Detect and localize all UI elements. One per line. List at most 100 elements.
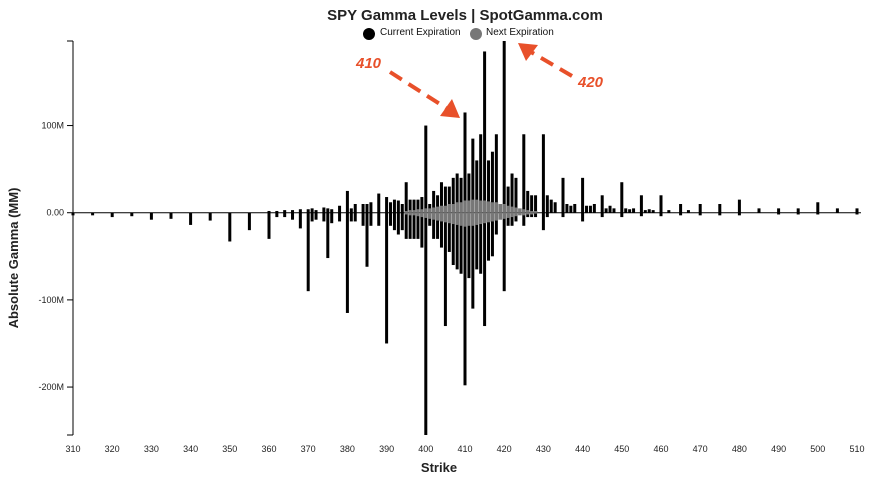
bar-negative xyxy=(443,212,448,223)
annotation-410-arrow xyxy=(388,70,448,110)
bar-positive xyxy=(455,202,459,213)
bar-positive xyxy=(534,195,538,213)
bar-positive xyxy=(628,209,632,213)
bar-positive xyxy=(467,200,471,213)
bar-positive xyxy=(435,206,440,213)
bar-negative xyxy=(506,212,510,218)
bar-positive xyxy=(377,193,381,213)
bar-positive xyxy=(455,173,459,213)
bar-negative xyxy=(455,212,459,270)
bar-positive xyxy=(816,202,820,213)
bar-negative xyxy=(490,212,494,257)
bar-positive xyxy=(314,210,318,213)
bar-negative xyxy=(267,212,271,239)
bar-positive xyxy=(389,202,393,213)
bar-positive xyxy=(345,190,349,213)
bar-negative xyxy=(796,212,800,215)
bar-positive xyxy=(471,199,475,213)
bar-negative xyxy=(447,212,452,224)
bar-positive xyxy=(408,199,412,213)
bar-positive xyxy=(639,195,643,213)
bar-negative xyxy=(91,212,95,216)
bar-positive xyxy=(592,204,596,213)
bar-positive xyxy=(647,209,651,213)
bar-positive xyxy=(396,200,400,213)
bar-negative xyxy=(463,212,467,227)
bar-positive xyxy=(651,210,655,213)
bar-positive xyxy=(420,209,424,213)
bar-positive xyxy=(545,195,549,213)
bar-positive xyxy=(494,202,499,213)
bar-negative xyxy=(283,212,287,218)
bar-positive xyxy=(404,182,408,213)
bar-positive xyxy=(667,210,671,213)
bar-positive xyxy=(400,204,404,213)
bar-negative xyxy=(659,212,663,217)
bar-positive xyxy=(463,112,467,213)
bar-positive xyxy=(498,204,503,213)
bar-negative xyxy=(436,212,440,239)
bar-negative xyxy=(389,212,393,226)
bar-negative xyxy=(435,212,440,221)
bar-negative xyxy=(326,212,330,259)
bar-positive xyxy=(698,204,702,213)
bar-negative xyxy=(110,212,114,218)
bar-negative xyxy=(439,212,443,248)
bar-negative xyxy=(298,212,302,229)
bar-positive xyxy=(459,177,463,213)
legend-label-current: Current Expiration xyxy=(380,27,461,38)
bar-negative xyxy=(514,212,518,217)
chart-title: SPY Gamma Levels | SpotGamma.com xyxy=(327,7,603,24)
bar-positive xyxy=(443,186,447,213)
x-tick-label: 320 xyxy=(105,444,120,454)
bar-negative xyxy=(459,212,463,274)
bar-positive xyxy=(408,210,412,213)
annotation-410: 410 xyxy=(355,55,460,118)
bar-positive xyxy=(451,177,455,213)
x-tick-label: 410 xyxy=(457,444,472,454)
bar-positive xyxy=(467,173,471,213)
bar-positive xyxy=(349,208,353,213)
bar-positive xyxy=(502,204,506,213)
bar-positive xyxy=(428,204,432,213)
bar-positive xyxy=(510,173,514,213)
legend-swatch-current xyxy=(363,28,375,40)
bar-positive xyxy=(686,210,690,213)
bar-negative xyxy=(679,212,683,216)
bar-negative xyxy=(353,212,357,222)
bar-positive xyxy=(490,151,494,213)
bar-positive xyxy=(624,208,628,213)
bar-negative xyxy=(467,212,471,226)
bar-positive xyxy=(679,204,683,213)
annotation-420-label: 420 xyxy=(577,74,604,91)
x-tick-label: 330 xyxy=(144,444,159,454)
bar-negative xyxy=(498,212,503,220)
x-tick-label: 380 xyxy=(340,444,355,454)
bar-positive xyxy=(310,208,314,213)
bar-negative xyxy=(338,212,342,222)
bar-positive xyxy=(482,200,487,213)
annotation-420: 420 xyxy=(518,43,604,91)
bar-negative xyxy=(412,212,416,216)
bar-positive xyxy=(424,125,428,213)
bar-negative xyxy=(777,212,781,215)
bar-positive xyxy=(412,199,416,213)
bar-negative xyxy=(275,212,279,218)
bar-negative xyxy=(396,212,400,235)
bar-negative xyxy=(494,212,499,221)
bar-positive xyxy=(432,190,436,213)
bar-positive xyxy=(506,186,510,213)
bar-positive xyxy=(365,204,369,213)
bar-negative xyxy=(514,212,518,222)
bar-positive xyxy=(510,206,514,213)
bar-negative xyxy=(526,212,530,218)
bar-negative xyxy=(349,212,353,222)
bar-negative xyxy=(412,212,416,239)
bar-positive xyxy=(529,210,534,213)
bar-negative xyxy=(420,212,424,218)
bar-positive xyxy=(385,197,389,213)
bar-positive xyxy=(604,208,608,213)
bar-positive xyxy=(436,195,440,213)
bar-negative xyxy=(459,212,463,226)
bar-negative xyxy=(228,212,232,242)
